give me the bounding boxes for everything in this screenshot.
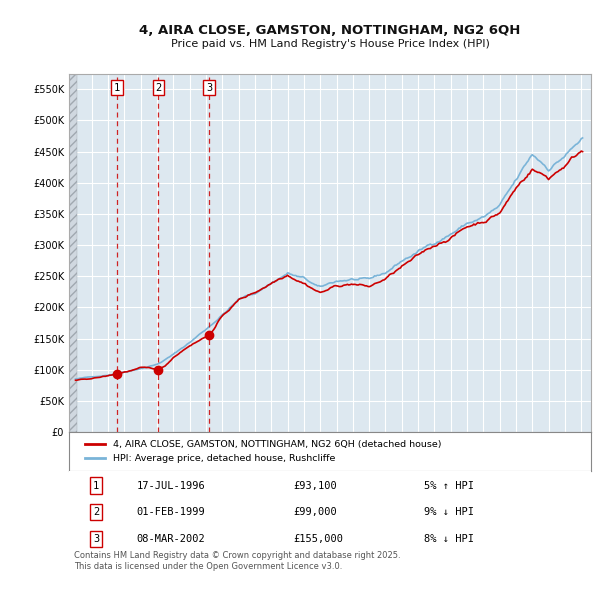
Text: 8% ↓ HPI: 8% ↓ HPI <box>424 534 474 544</box>
Text: 17-JUL-1996: 17-JUL-1996 <box>137 480 206 490</box>
Legend: 4, AIRA CLOSE, GAMSTON, NOTTINGHAM, NG2 6QH (detached house), HPI: Average price: 4, AIRA CLOSE, GAMSTON, NOTTINGHAM, NG2 … <box>79 435 447 468</box>
Text: £93,100: £93,100 <box>293 480 337 490</box>
Text: 01-FEB-1999: 01-FEB-1999 <box>137 507 206 517</box>
Text: 08-MAR-2002: 08-MAR-2002 <box>137 534 206 544</box>
Text: 5% ↑ HPI: 5% ↑ HPI <box>424 480 474 490</box>
Text: £155,000: £155,000 <box>293 534 343 544</box>
Text: £99,000: £99,000 <box>293 507 337 517</box>
Text: 1: 1 <box>114 83 120 93</box>
Text: 9% ↓ HPI: 9% ↓ HPI <box>424 507 474 517</box>
Text: 3: 3 <box>93 534 99 544</box>
Text: Price paid vs. HM Land Registry's House Price Index (HPI): Price paid vs. HM Land Registry's House … <box>170 39 490 49</box>
Text: Contains HM Land Registry data © Crown copyright and database right 2025.
This d: Contains HM Land Registry data © Crown c… <box>74 552 401 571</box>
Text: 2: 2 <box>93 507 99 517</box>
Text: 4, AIRA CLOSE, GAMSTON, NOTTINGHAM, NG2 6QH: 4, AIRA CLOSE, GAMSTON, NOTTINGHAM, NG2 … <box>139 24 521 37</box>
Text: 2: 2 <box>155 83 161 93</box>
Text: 3: 3 <box>206 83 212 93</box>
Text: 1: 1 <box>93 480 99 490</box>
